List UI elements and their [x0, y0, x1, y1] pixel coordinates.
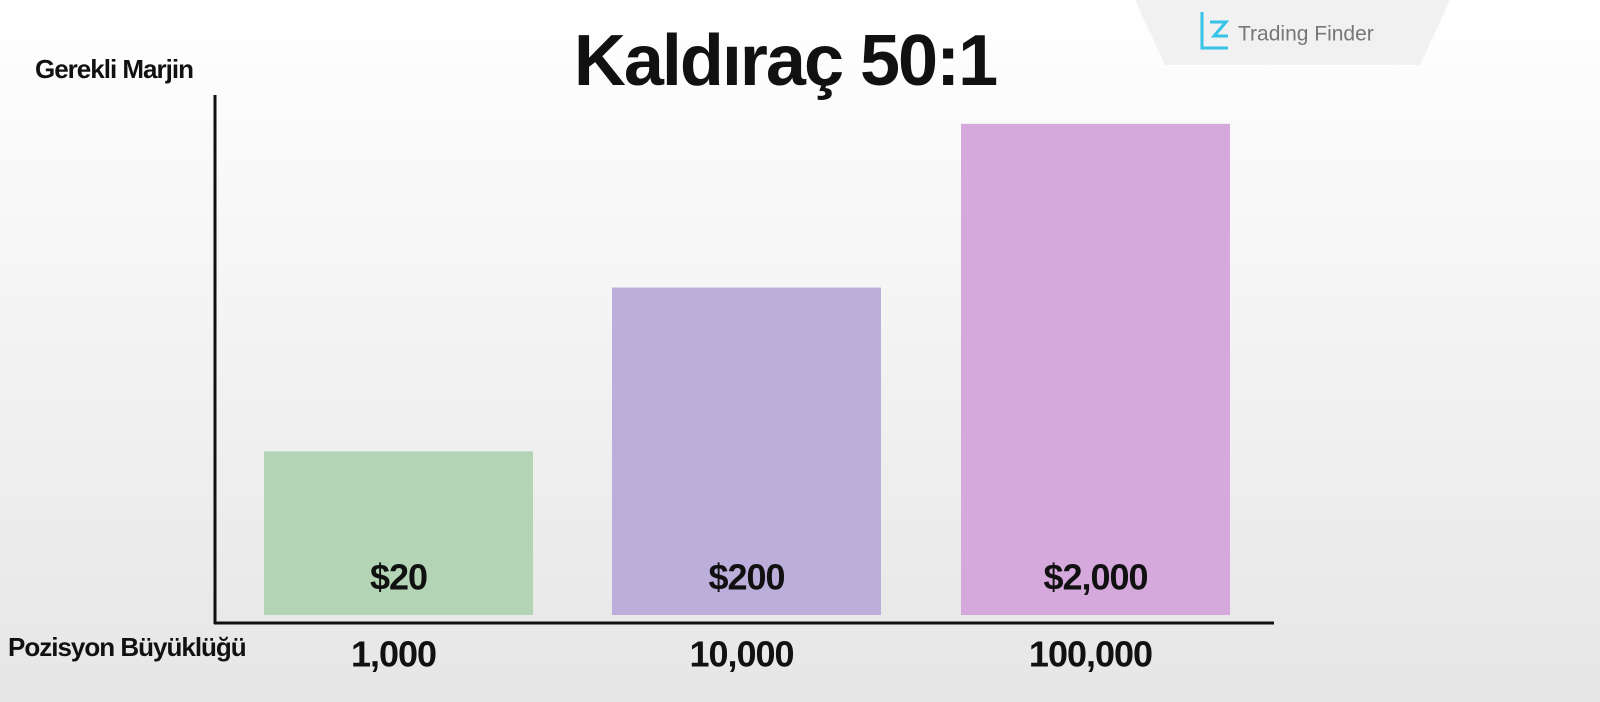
bar	[612, 287, 881, 615]
logo-icon	[1200, 12, 1230, 50]
value-label: $20	[370, 557, 427, 598]
bar	[264, 451, 533, 615]
bar	[961, 123, 1230, 615]
y-axis-label: Gerekli Marjin	[35, 54, 193, 84]
x-tick-label: 1,000	[351, 634, 436, 675]
value-label: $200	[708, 557, 784, 598]
value-label: $2,000	[1043, 557, 1147, 598]
x-tick-label: 10,000	[689, 634, 793, 675]
x-tick-label: 100,000	[1029, 634, 1152, 675]
watermark: Trading Finder	[1238, 23, 1374, 46]
x-axis-label: Pozisyon Büyüklüğü	[8, 632, 246, 662]
chart-title: Kaldıraç 50:1	[574, 21, 997, 101]
